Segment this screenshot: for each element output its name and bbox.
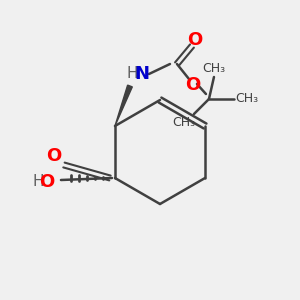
Text: O: O — [187, 31, 202, 49]
Text: O: O — [39, 173, 55, 191]
Text: CH₃: CH₃ — [202, 62, 226, 76]
Text: O: O — [185, 76, 201, 94]
Text: CH₃: CH₃ — [236, 92, 259, 106]
Text: N: N — [134, 65, 149, 83]
Polygon shape — [115, 85, 132, 126]
Text: H: H — [32, 175, 44, 190]
Text: H: H — [126, 67, 138, 82]
Text: O: O — [46, 147, 62, 165]
Text: CH₃: CH₃ — [172, 116, 196, 128]
